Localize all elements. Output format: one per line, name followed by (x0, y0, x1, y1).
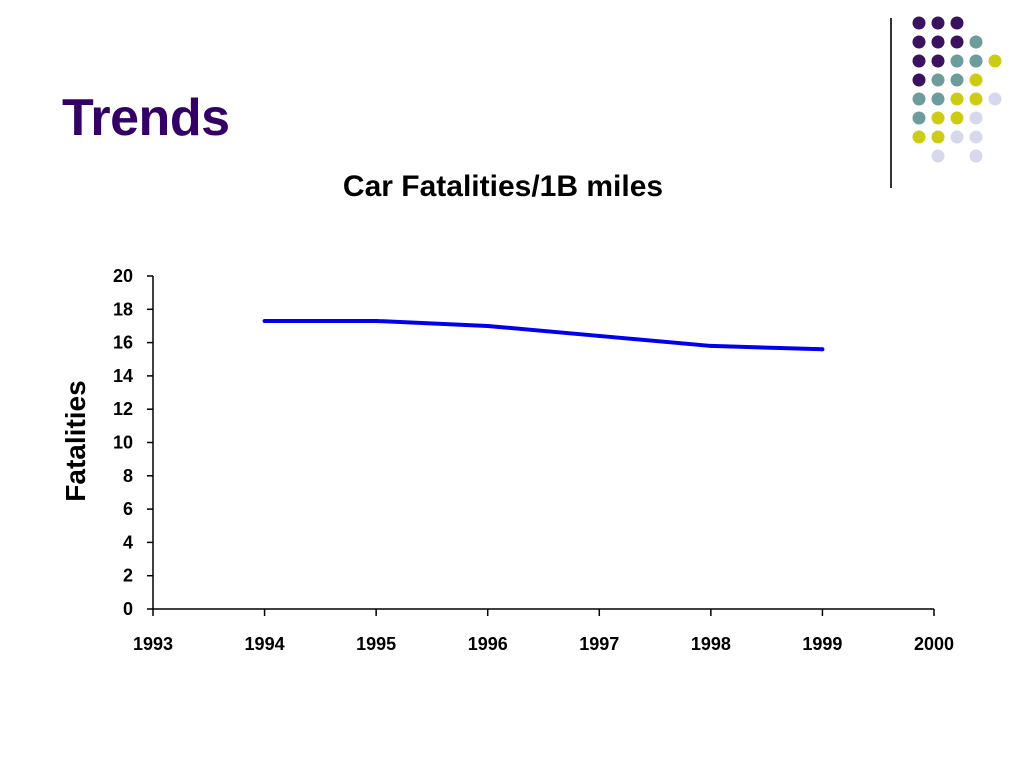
decorative-dot (931, 73, 945, 87)
chart-axes: 0 2 4 6 8 10 12 14 16 18 20 1993 1994 1995 1996 1997 199… (113, 266, 954, 654)
chart-series (262, 318, 825, 352)
decorative-dot (950, 92, 964, 106)
decorative-dot (912, 73, 926, 87)
decorative-dot (931, 92, 945, 106)
data-point (374, 318, 379, 323)
decorative-dot (950, 130, 964, 144)
decorative-dot (950, 111, 964, 125)
decorative-dot (931, 149, 945, 163)
data-point (485, 323, 490, 328)
y-tick-label: 12 (113, 399, 133, 419)
chart-title: Car Fatalities/1B miles (343, 170, 663, 203)
decorative-dot (931, 54, 945, 68)
y-tick-label: 4 (123, 532, 133, 552)
decorative-dot (931, 35, 945, 49)
y-tick-label: 18 (113, 299, 133, 319)
decorative-dot (950, 16, 964, 30)
x-tick-label: 1998 (691, 634, 731, 654)
data-point (597, 333, 602, 338)
slide-title: Trends (62, 89, 230, 147)
decorative-dot (931, 130, 945, 144)
decorative-dot (912, 92, 926, 106)
vertical-divider (890, 18, 892, 188)
y-tick-label: 20 (113, 266, 133, 286)
y-tick-label: 8 (123, 466, 133, 486)
decorative-dot (950, 54, 964, 68)
decorative-dot (969, 35, 983, 49)
y-tick-label: 0 (123, 599, 133, 619)
data-point (262, 318, 267, 323)
decorative-dot (969, 54, 983, 68)
decorative-dot (950, 35, 964, 49)
y-tick-label: 2 (123, 566, 133, 586)
decorative-dot (969, 149, 983, 163)
y-tick-label: 6 (123, 499, 133, 519)
decorative-dot (912, 54, 926, 68)
y-tick-label: 14 (113, 366, 133, 386)
decorative-dot (988, 92, 1002, 106)
x-tick-label: 1994 (245, 634, 285, 654)
x-tick-label: 1993 (133, 634, 173, 654)
data-point (708, 343, 713, 348)
x-tick-label: 1999 (802, 634, 842, 654)
decorative-dot (969, 111, 983, 125)
x-tick-label: 1995 (356, 634, 396, 654)
series-line (264, 318, 823, 352)
decorative-dot (969, 92, 983, 106)
decorative-dot (912, 130, 926, 144)
decorative-dot (912, 35, 926, 49)
y-tick-label: 10 (113, 433, 133, 453)
data-point (820, 347, 825, 352)
decorative-dot (912, 111, 926, 125)
decorative-dot (912, 16, 926, 30)
decorative-dot (969, 130, 983, 144)
y-axis-label: Fatalities (60, 380, 91, 501)
decorative-dot (931, 16, 945, 30)
y-tick-label: 16 (113, 333, 133, 353)
decorative-dot (931, 111, 945, 125)
decorative-dot (988, 54, 1002, 68)
decorative-dot-grid (912, 16, 1002, 163)
x-tick-label: 1996 (468, 634, 508, 654)
decorative-dot (950, 73, 964, 87)
decorative-dot (969, 73, 983, 87)
x-tick-label: 2000 (914, 634, 954, 654)
x-tick-label: 1997 (579, 634, 619, 654)
